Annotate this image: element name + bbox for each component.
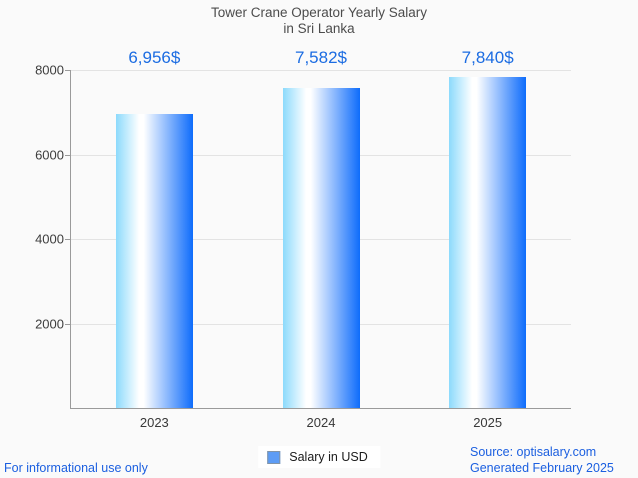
y-tick-label-2000: 2000: [35, 316, 64, 331]
y-tick-mark-8000: [65, 70, 70, 71]
bar-2025: [449, 76, 527, 408]
y-tick-mark-6000: [65, 154, 70, 156]
footer-disclaimer: For informational use only: [4, 461, 148, 475]
y-tick-label-8000: 8000: [35, 62, 64, 78]
chart-title-line1: Tower Crane Operator Yearly Salary: [210, 5, 428, 20]
gridline-8000: [71, 70, 571, 71]
footer-source-block: Source: optisalary.com Generated Februar…: [470, 444, 614, 476]
y-tick-mark-2000: [65, 323, 70, 325]
x-tick-label-2023: 2023: [139, 415, 169, 430]
y-tick-label-6000: 6000: [35, 147, 64, 162]
x-tick-label-2025: 2025: [473, 415, 503, 430]
source-link[interactable]: Source: optisalary.com: [470, 445, 597, 459]
bar-2024: [282, 87, 360, 408]
y-tick-label-4000: 4000: [35, 231, 64, 247]
y-tick-mark-4000: [65, 239, 70, 240]
value-label-2025: 7,840$: [461, 48, 514, 67]
legend-label: Salary in USD: [289, 450, 368, 464]
bar-2023: [115, 114, 193, 408]
chart-title-line2: in Sri Lanka: [283, 21, 355, 36]
value-label-2023: 6,956$: [128, 48, 181, 67]
generated-date: Generated February 2025: [470, 461, 614, 475]
legend[interactable]: Salary in USD: [258, 446, 380, 468]
plot-area: 2000 4000 6000 8000 6,956$ 2023 7,582$ 2024 7,84…: [35, 48, 571, 430]
chart-title: Tower Crane Operator Yearly Salary in Sr…: [0, 5, 638, 37]
legend-swatch-icon: [267, 450, 281, 464]
x-tick-label-2024: 2024: [306, 415, 336, 430]
value-label-2024: 7,582$: [295, 48, 347, 67]
